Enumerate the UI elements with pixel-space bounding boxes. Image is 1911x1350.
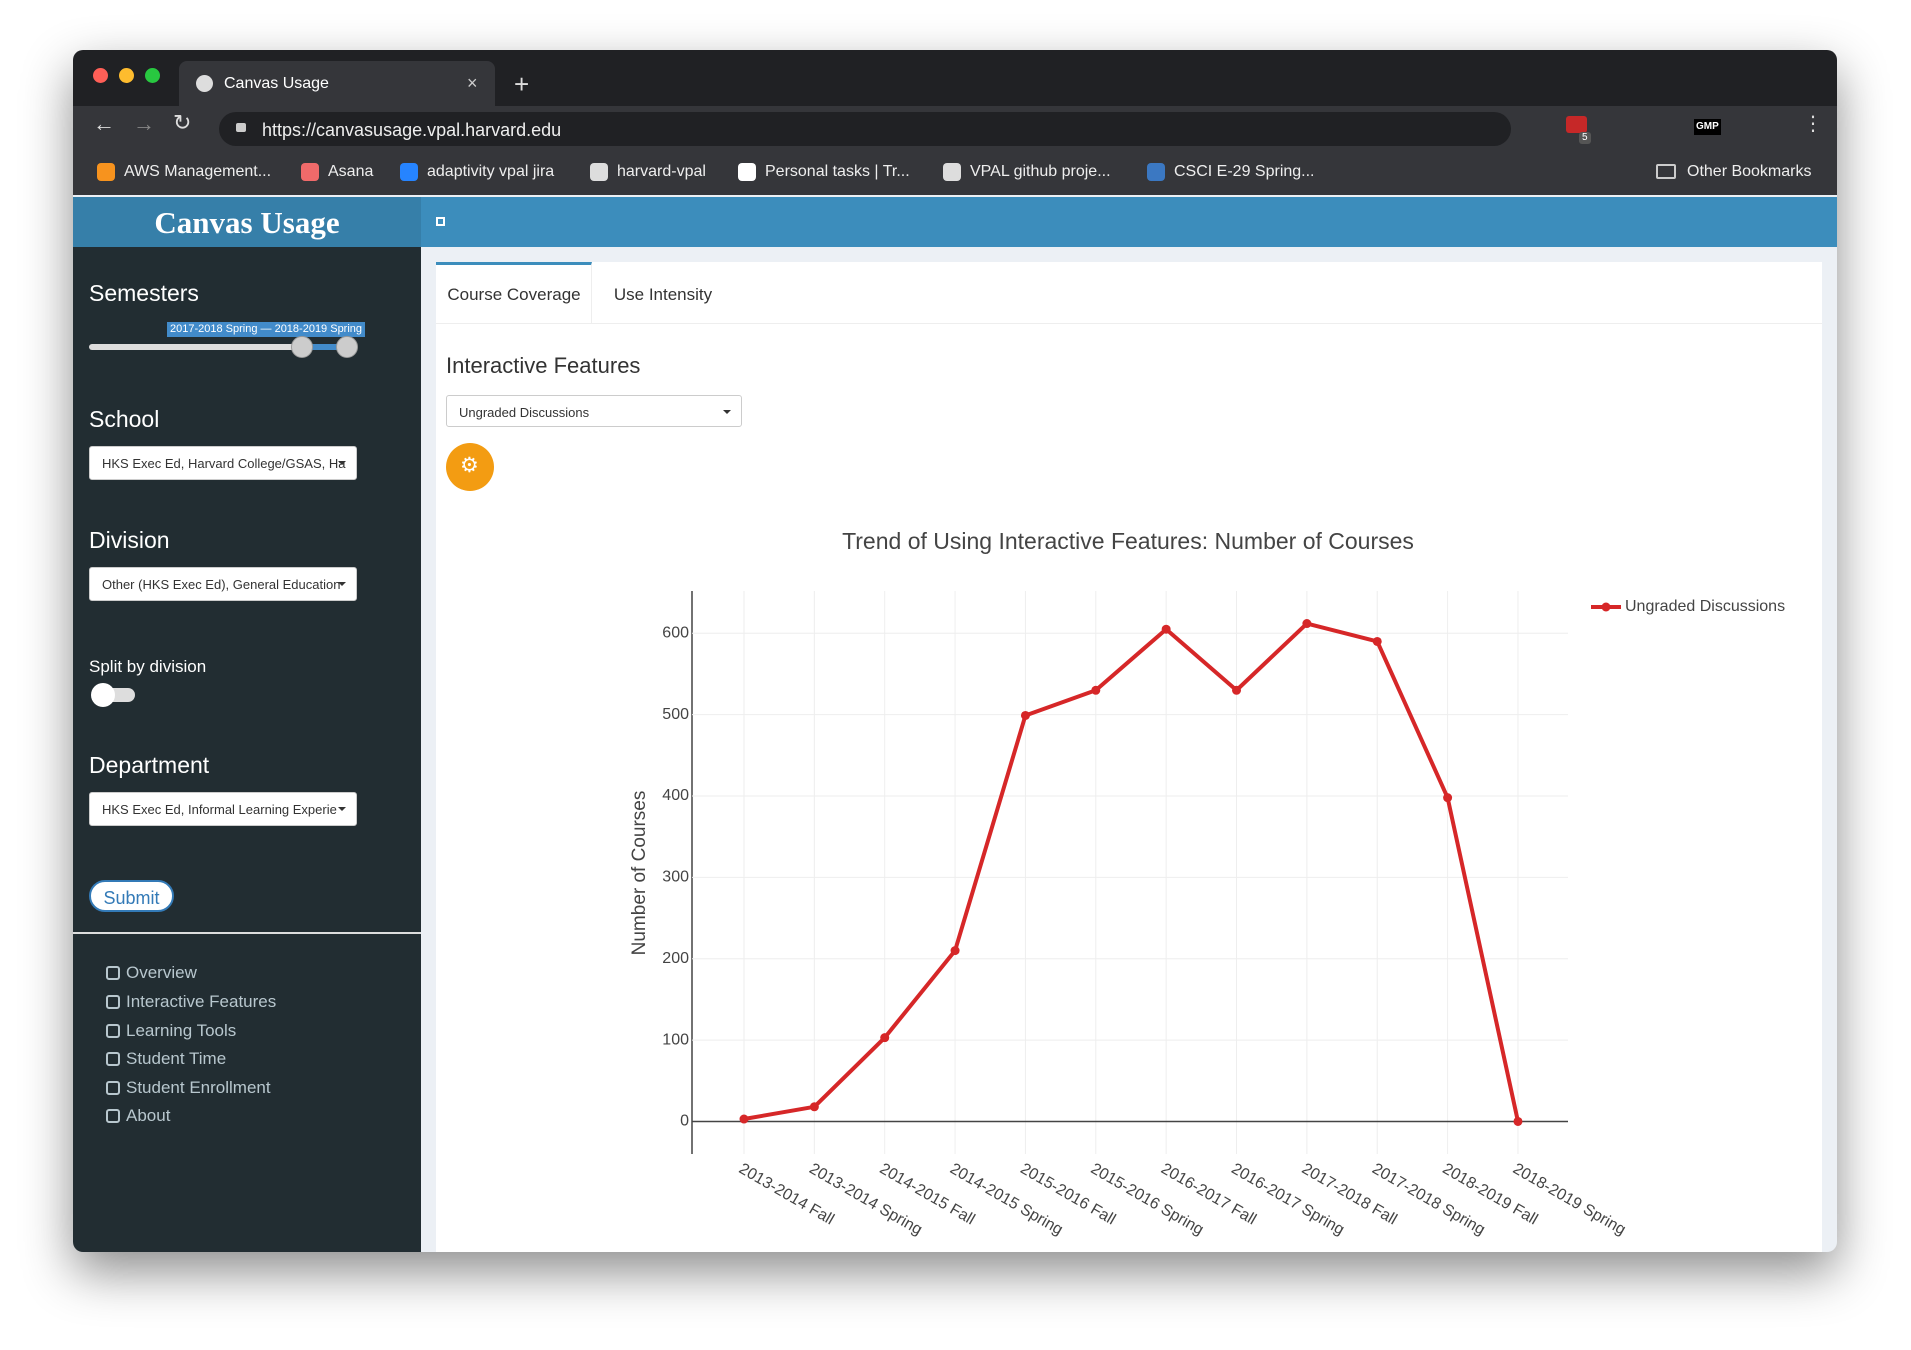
settings-button[interactable] [446,443,494,491]
menu-button[interactable]: ⋮ [1803,113,1823,135]
bookmark[interactable]: Asana [328,163,374,180]
slider-handle[interactable] [336,336,358,358]
bookmark[interactable]: VPAL github proje... [970,163,1111,180]
url[interactable]: https://canvasusage.vpal.harvard.edu [262,120,562,140]
slider-track [89,344,357,350]
address-bar[interactable] [219,112,1511,146]
active-tab[interactable] [436,262,592,323]
submit-button[interactable]: Submit [89,880,174,912]
nav-icon [106,1024,120,1038]
nav-item[interactable]: Student Time [126,1049,227,1068]
semesters-range: 2017-2018 Spring — 2018-2019 Spring [167,322,366,337]
slider-handle[interactable] [291,336,313,358]
bookmark-icon [1147,163,1165,181]
semesters-label: Semesters [89,280,199,306]
department-select[interactable]: HKS Exec Ed, Informal Learning Experie [89,792,357,826]
division-select[interactable]: Other (HKS Exec Ed), General Education [89,567,357,601]
maximize-button[interactable] [145,68,160,83]
split-label: Split by division [89,657,207,676]
tab[interactable]: Course Coverage [447,285,581,304]
department-label: Department [89,752,210,778]
extension-badge: 5 [1579,132,1591,144]
browser-window: Canvas Usage × + ← → ↻ https://canvasusa… [73,50,1837,1252]
other-bookmarks[interactable]: Other Bookmarks [1687,163,1812,180]
bookmark[interactable]: harvard-vpal [617,163,706,180]
bookmark-icon [943,163,961,181]
bookmark-icon [301,163,319,181]
bookmark[interactable]: AWS Management... [124,163,272,180]
tab-close[interactable]: × [467,73,478,93]
browser-tab[interactable] [179,61,495,106]
sidebar-divider [73,932,421,934]
back-button[interactable]: ← [93,111,115,136]
tab-title: Canvas Usage [224,75,329,92]
nav-item[interactable]: Learning Tools [126,1021,237,1040]
nav-item[interactable]: Overview [126,963,197,982]
bookmark-icon [400,163,418,181]
tab-border [436,323,1822,324]
toggle-knob [91,683,115,707]
forward-button[interactable]: → [133,111,155,136]
feature-select[interactable]: Ungraded Discussions [446,395,742,427]
tab-favicon [196,75,213,92]
school-label: School [89,406,160,432]
app-header [421,197,1837,247]
gear-icon: ⚙ [460,454,479,477]
nav-icon [106,1109,120,1123]
lock-icon [236,123,246,132]
bookmark-icon [590,163,608,181]
tab[interactable]: Use Intensity [613,285,713,304]
nav-item[interactable]: Interactive Features [126,992,277,1011]
section-title: Interactive Features [446,353,641,378]
app-logo-bar [73,197,421,247]
nav-icon [106,1052,120,1066]
extension-icon[interactable] [1566,116,1587,133]
bookmark-icon [738,163,756,181]
nav-icon [106,1081,120,1095]
folder-icon [1656,164,1676,179]
bookmark-icon [97,163,115,181]
nav-icon [106,995,120,1009]
sidebar [73,247,421,1252]
nav-icon [106,966,120,980]
close-button[interactable] [93,68,108,83]
sidebar-toggle[interactable] [436,217,445,226]
bookmark[interactable]: CSCI E-29 Spring... [1174,163,1315,180]
minimize-button[interactable] [119,68,134,83]
bookmark[interactable]: Personal tasks | Tr... [765,163,910,180]
reload-button[interactable]: ↻ [173,110,192,135]
new-tab[interactable]: + [514,69,530,99]
slider-range [302,344,347,350]
nav-item[interactable]: About [126,1106,171,1125]
nav-item[interactable]: Student Enrollment [126,1078,271,1097]
app-title: Canvas Usage [154,205,340,240]
bookmark[interactable]: adaptivity vpal jira [427,163,555,180]
division-label: Division [89,527,170,553]
school-select[interactable]: HKS Exec Ed, Harvard College/GSAS, Ha [89,446,357,480]
extension-label[interactable]: GMP [1694,119,1721,135]
